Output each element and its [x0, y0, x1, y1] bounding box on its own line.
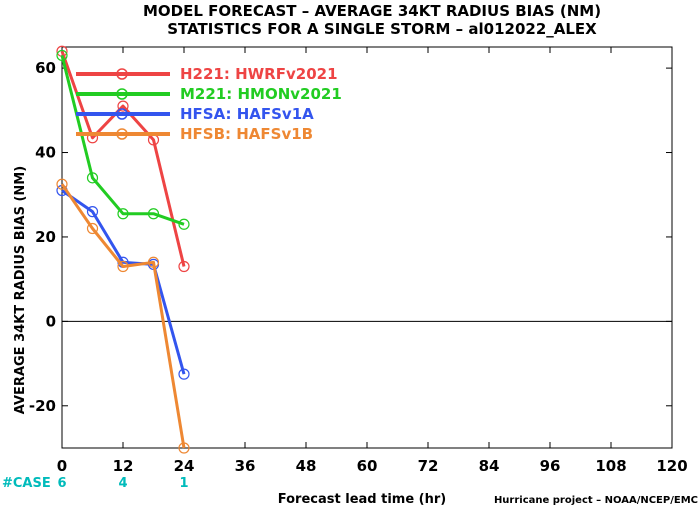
y-axis-label: AVERAGE 34KT RADIUS BIAS (NM)	[13, 166, 28, 414]
data-point	[86, 222, 99, 235]
series-line	[60, 183, 186, 449]
legend-label: M221: HMONv2021	[180, 85, 342, 103]
x-tick-label: 84	[479, 457, 500, 475]
series-line	[61, 189, 186, 375]
case-count-value: 4	[118, 476, 127, 491]
data-point	[178, 260, 190, 273]
legend-label: HFSA: HAFSv1A	[180, 105, 314, 123]
data-point	[86, 172, 99, 184]
data-point	[117, 100, 129, 112]
legend-swatch-marker	[116, 88, 128, 100]
data-point	[56, 49, 68, 62]
chart-title-line1: MODEL FORECAST – AVERAGE 34KT RADIUS BIA…	[143, 2, 601, 20]
series-2	[56, 49, 190, 230]
plot-area-border	[61, 46, 673, 449]
x-tick-label: 120	[656, 457, 687, 475]
plot-frame	[61, 46, 673, 449]
credit-text: Hurricane project – NOAA/NCEP/EMC	[494, 495, 698, 506]
x-tick-label: 12	[113, 457, 134, 475]
legend: H221: HWRFv2021 M221: HMONv2021 HFSA: HAFS…	[76, 65, 342, 143]
series-line	[60, 55, 185, 226]
legend-swatch-marker	[116, 128, 128, 140]
data-point	[117, 208, 129, 220]
y-tick-label: 60	[35, 59, 56, 77]
x-tick-label: 108	[595, 457, 626, 475]
x-tick-label: 60	[357, 457, 378, 475]
series-lines	[56, 45, 190, 454]
axis-ticks: 0 12 24 36 48 60 72 84 96 108 120 -20 0 20 40 60	[29, 47, 688, 475]
y-tick-label: -20	[29, 397, 56, 415]
series-1	[56, 45, 190, 273]
data-point	[86, 206, 99, 218]
x-axis-label: Forecast lead time (hr)	[278, 492, 446, 506]
x-tick-label: 36	[235, 457, 256, 475]
legend-swatch-marker	[116, 108, 128, 120]
legend-label: HFSB: HAFSv1B	[180, 125, 313, 143]
x-tick-label: 24	[174, 457, 195, 475]
x-tick-label: 48	[296, 457, 317, 475]
legend-label: H221: HWRFv2021	[180, 65, 338, 83]
data-point	[147, 256, 160, 268]
x-tick-label: 72	[418, 457, 439, 475]
data-point	[147, 208, 160, 220]
data-point	[178, 368, 190, 380]
y-tick-label: 0	[46, 312, 56, 330]
chart-title-line2: STATISTICS FOR A SINGLE STORM – al012022…	[167, 20, 597, 38]
series-4	[56, 178, 190, 454]
case-counts: #CASE 6 4 1	[2, 476, 189, 491]
x-tick-label: 0	[57, 457, 67, 475]
case-count-value: 1	[179, 476, 188, 491]
data-point	[178, 218, 190, 230]
series-line	[60, 50, 186, 267]
data-point	[56, 178, 68, 190]
y-tick-label: 40	[35, 144, 56, 162]
x-tick-label: 96	[540, 457, 561, 475]
legend-swatch-marker	[116, 68, 128, 80]
data-point	[117, 260, 129, 273]
data-point	[178, 442, 190, 454]
case-count-value: 6	[57, 476, 66, 491]
y-tick-label: 20	[35, 228, 56, 246]
case-count-label: #CASE	[2, 476, 51, 491]
